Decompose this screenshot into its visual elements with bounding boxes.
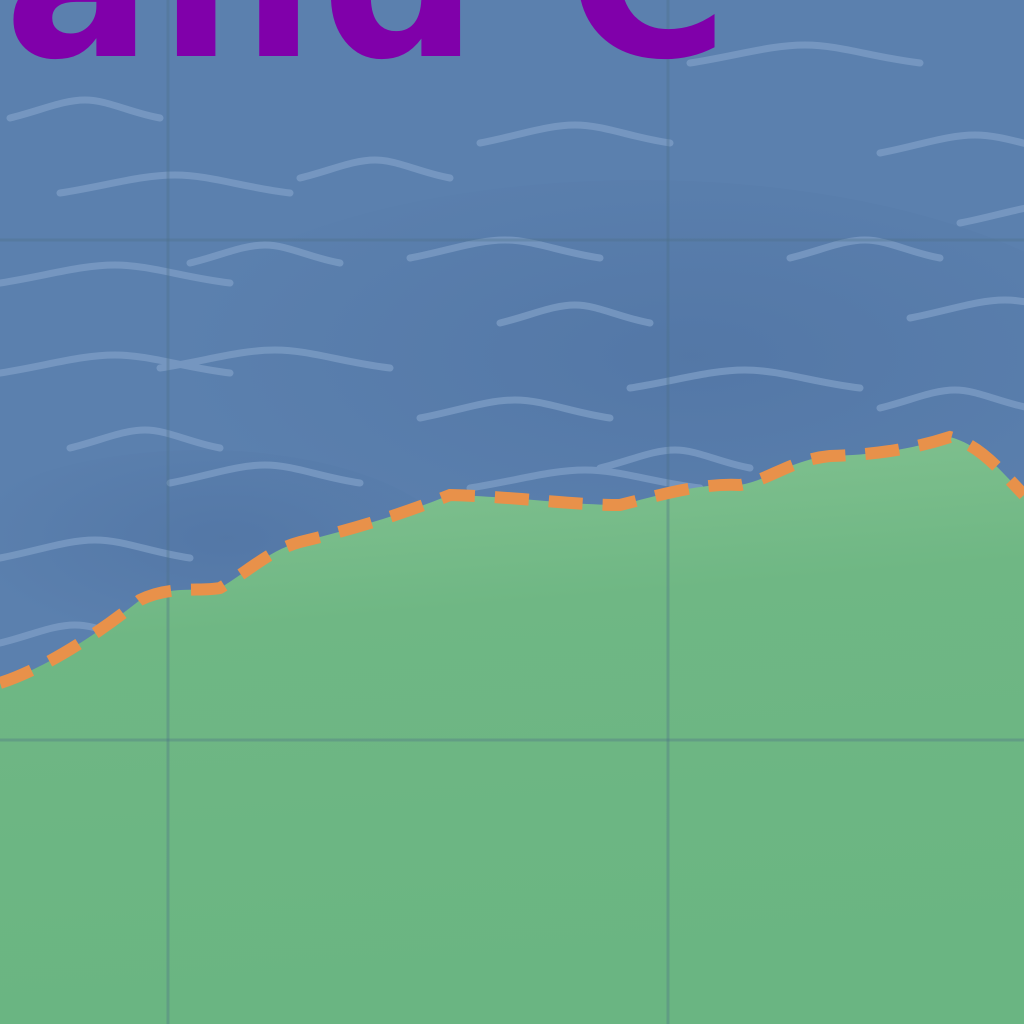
- wave-icon: [406, 236, 604, 262]
- wave-icon: [466, 466, 704, 492]
- wave-icon: [166, 461, 364, 487]
- wave-icon: [786, 236, 944, 262]
- wave-icon: [476, 121, 674, 147]
- wave-icon: [56, 171, 294, 197]
- wave-icon: [186, 241, 344, 267]
- map-headline: and C: [4, 0, 735, 108]
- land-area: [0, 437, 1024, 1024]
- wave-icon: [596, 446, 754, 472]
- wave-icon: [626, 366, 864, 392]
- wave-icon: [496, 301, 654, 327]
- wave-icon: [876, 131, 1024, 157]
- wave-icon: [296, 156, 454, 182]
- wave-icon: [0, 261, 234, 287]
- wave-icon: [956, 204, 1024, 227]
- coastline: [0, 430, 1024, 689]
- wave-icon: [66, 426, 224, 452]
- wave-icon: [906, 296, 1024, 322]
- wave-icon: [0, 351, 234, 377]
- wave-icon: [686, 41, 924, 67]
- wave-icon: [0, 536, 194, 562]
- wave-icon: [156, 346, 394, 372]
- wave-icon: [6, 96, 164, 122]
- wave-icon: [416, 396, 614, 422]
- wave-icon: [876, 386, 1024, 412]
